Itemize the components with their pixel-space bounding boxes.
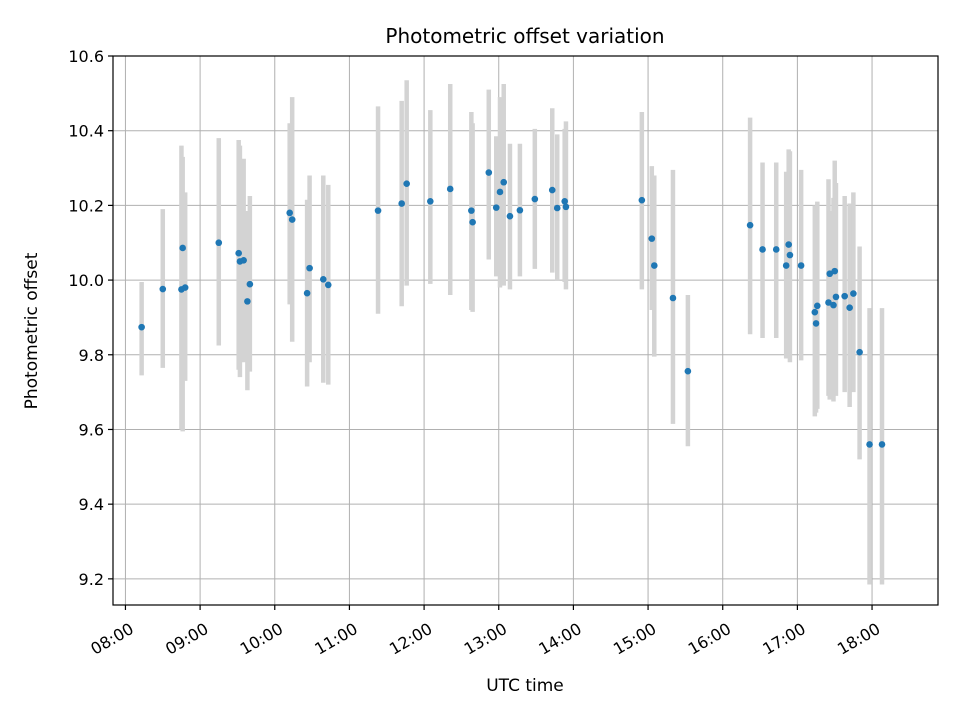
data-point [427, 197, 434, 205]
plot-frame [112, 55, 939, 606]
data-point [288, 216, 296, 223]
data-point [303, 289, 311, 297]
data-point [648, 235, 656, 242]
data-point [324, 281, 332, 289]
data-point [246, 280, 254, 288]
data-point [786, 251, 794, 259]
data-point [485, 169, 493, 176]
data-point [244, 298, 251, 305]
data-point [446, 185, 454, 193]
data-point [516, 206, 524, 214]
data-point [215, 239, 223, 247]
data-point [759, 246, 766, 253]
data-point [159, 285, 167, 293]
data-point [181, 284, 189, 291]
data-point [832, 293, 840, 301]
x-axis-label: UTC time [486, 676, 564, 696]
data-point [235, 249, 242, 257]
data-point [797, 262, 805, 269]
data-point [306, 264, 313, 272]
y-tick-label: 10.2 [68, 196, 104, 215]
data-point [398, 200, 405, 207]
data-point [785, 241, 792, 248]
data-point [374, 207, 382, 214]
data-point [500, 178, 508, 186]
data-point [811, 308, 819, 316]
data-point [772, 246, 780, 253]
y-axis-label: Photometric offset [22, 252, 42, 409]
data-point [856, 348, 863, 356]
y-tick-label: 10.4 [68, 122, 104, 141]
data-point [650, 262, 658, 269]
data-point [548, 186, 556, 194]
y-tick-label: 9.2 [79, 570, 104, 589]
data-point [561, 197, 568, 205]
y-tick-label: 9.6 [79, 420, 104, 439]
y-tick-label: 9.8 [79, 346, 104, 365]
data-point [825, 299, 832, 306]
data-point [826, 270, 834, 278]
data-point [866, 441, 873, 448]
data-point [846, 304, 853, 312]
data-point [468, 207, 475, 214]
data-point [469, 218, 476, 226]
data-point [746, 221, 754, 229]
data-point [531, 195, 539, 203]
y-tick-label: 9.4 [79, 495, 104, 514]
data-point [553, 204, 561, 212]
data-point [669, 294, 677, 302]
data-point [240, 256, 247, 264]
data-point [878, 441, 886, 448]
y-tick-label: 10.0 [68, 271, 104, 290]
data-point [813, 302, 821, 310]
y-axis: 9.2 9.4 9.6 9.8 10.0 10.2 10.4 10.6 [68, 47, 113, 589]
chart-title: Photometric offset variation [385, 24, 664, 48]
data-point [179, 244, 186, 252]
data-point [403, 180, 410, 188]
data-point [496, 188, 504, 196]
data-point [831, 267, 839, 275]
data-point [138, 323, 145, 331]
data-point [830, 301, 837, 309]
y-tick-label: 10.6 [68, 47, 104, 66]
data-point [286, 209, 293, 217]
data-point [812, 320, 820, 327]
data-point [319, 276, 327, 283]
data-point [492, 204, 500, 211]
data-points [138, 169, 886, 448]
data-point [506, 212, 514, 220]
data-point [684, 367, 692, 375]
data-point [850, 290, 857, 297]
data-point [841, 292, 848, 300]
data-point [782, 262, 790, 269]
data-point [638, 196, 646, 204]
data-point [562, 203, 570, 211]
